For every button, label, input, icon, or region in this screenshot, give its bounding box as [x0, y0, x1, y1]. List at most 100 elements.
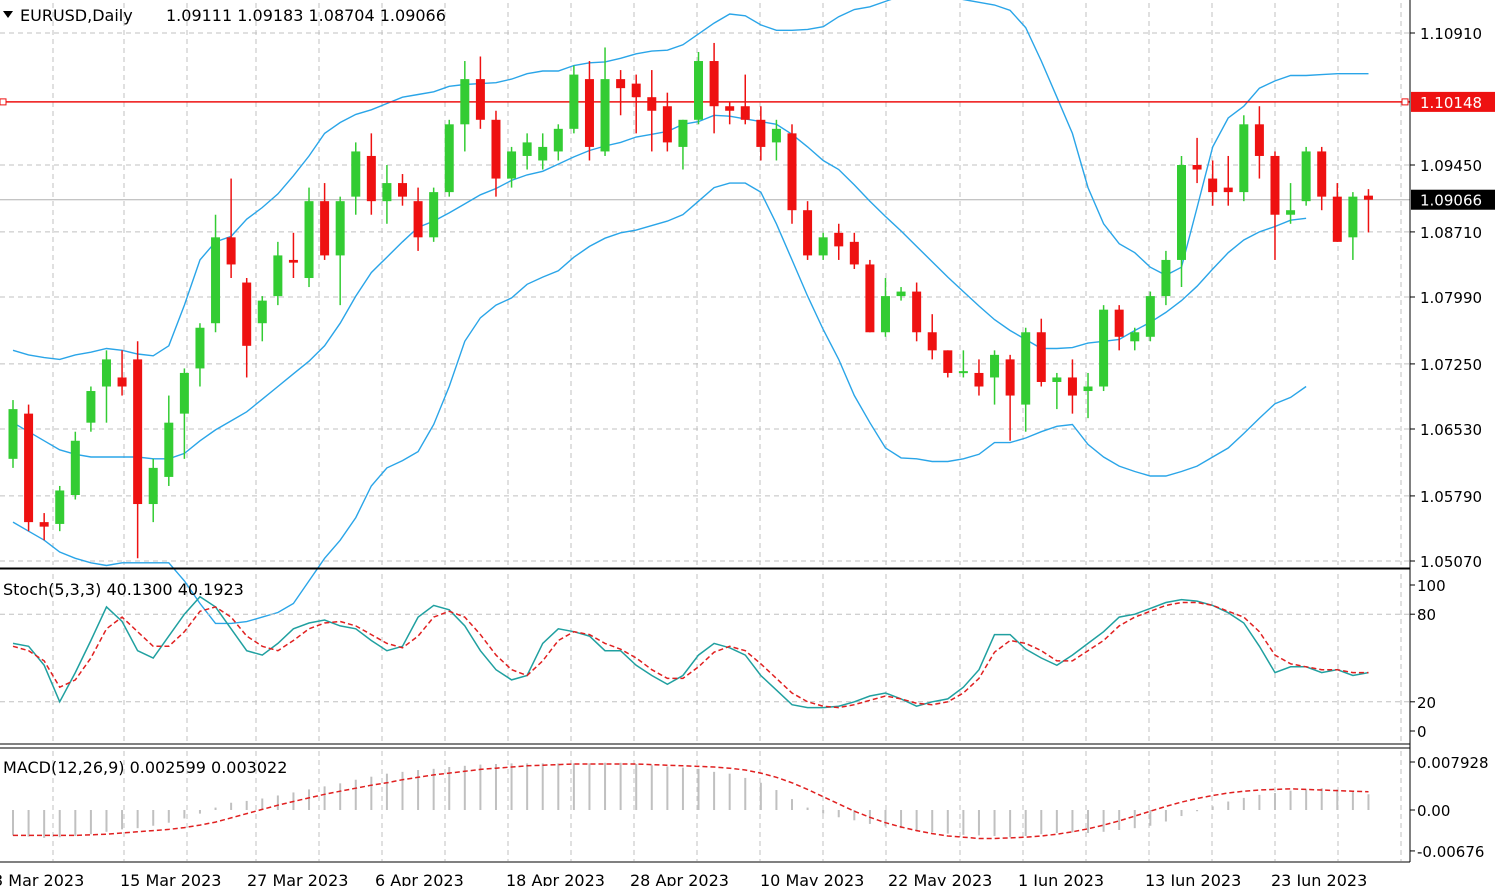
candle-body — [1239, 124, 1249, 193]
macd-tick-label: -0.00676 — [1417, 843, 1484, 861]
candle-body — [117, 377, 127, 387]
candle-body — [880, 296, 890, 333]
candle-body — [304, 201, 314, 279]
candle-body — [1270, 155, 1280, 215]
triangle-down-icon[interactable] — [3, 11, 13, 18]
chart-title: EURUSD,Daily — [20, 6, 133, 25]
candle-body — [896, 291, 906, 297]
candle-body — [725, 106, 735, 111]
candle-body — [1114, 309, 1124, 337]
candle-body — [1363, 195, 1373, 200]
candle-body — [631, 83, 641, 98]
candle-body — [553, 128, 563, 152]
time-tick-label: 10 May 2023 — [760, 871, 864, 886]
candle-body — [678, 119, 688, 147]
bollinger-middle-line — [12, 114, 1307, 460]
candle-body — [584, 79, 594, 147]
candle-body — [912, 291, 922, 333]
bollinger-bands — [12, 0, 1369, 625]
time-tick-label: 15 Mar 2023 — [120, 871, 221, 886]
candle-body — [1130, 332, 1140, 342]
stoch-tick-label: 80 — [1417, 606, 1436, 624]
stoch-main-line — [12, 595, 1369, 709]
price-tick-label: 1.05070 — [1420, 553, 1482, 571]
time-tick-label: 22 May 2023 — [888, 871, 992, 886]
candle-body — [460, 79, 470, 125]
price-tick-label: 1.09450 — [1420, 157, 1482, 175]
stochastic-panel: 100 80 20 0 — [0, 577, 1446, 741]
price-tick-label: 1.05790 — [1420, 488, 1482, 506]
candle-body — [569, 74, 579, 129]
time-axis: 3 Mar 2023 15 Mar 2023 27 Mar 2023 6 Apr 20… — [0, 871, 1367, 886]
candle-body — [740, 106, 750, 120]
candle-body — [195, 327, 205, 369]
time-tick-label: 27 Mar 2023 — [247, 871, 348, 886]
candle-body — [366, 155, 376, 202]
stoch-tick-label: 100 — [1417, 577, 1446, 595]
candle-body — [1036, 332, 1046, 382]
price-tick-label: 1.07990 — [1420, 289, 1482, 307]
candle-body — [538, 146, 548, 161]
candle-body — [1145, 296, 1155, 337]
candle-body — [1254, 124, 1264, 156]
price-axis: 1.10910 1.09450 1.08710 1.07990 1.07250 1.065… — [0, 0, 1495, 863]
candle-body — [491, 119, 501, 179]
candle-body — [600, 79, 610, 152]
time-tick-label: 18 Apr 2023 — [506, 871, 605, 886]
candle-body — [226, 237, 236, 265]
hline-price-tag — [1411, 91, 1495, 112]
candle-body — [273, 255, 283, 297]
stoch-title: Stoch(5,3,3) 40.1300 40.1923 — [3, 580, 244, 599]
candle-body — [1161, 259, 1171, 297]
horizontal-line[interactable]: 1.10148 — [0, 91, 1495, 112]
candle-body — [694, 61, 704, 120]
candle-body — [958, 371, 968, 374]
time-tick-label: 6 Apr 2023 — [375, 871, 464, 886]
candle-body — [1208, 178, 1218, 193]
candle-body — [803, 210, 813, 256]
hline-handle[interactable] — [1401, 98, 1409, 106]
candle-body — [1332, 196, 1342, 242]
current-price-label: 1.09066 — [1420, 192, 1482, 210]
candle-body — [662, 106, 672, 143]
candles — [8, 42, 1373, 559]
stoch-signal-line — [12, 601, 1369, 709]
hline-handle[interactable] — [0, 98, 7, 106]
candle-body — [101, 359, 111, 387]
candle-body — [1317, 151, 1327, 197]
candle-body — [288, 259, 298, 263]
candle-body — [943, 350, 953, 373]
candle-body — [990, 354, 1000, 378]
macd-signal-line — [13, 763, 1369, 840]
candle-body — [86, 391, 96, 423]
candle-body — [148, 467, 158, 505]
macd-tick-label: 0.007928 — [1417, 754, 1489, 772]
candle-body — [1286, 210, 1296, 215]
candle-body — [1099, 309, 1109, 387]
candle-body — [70, 440, 80, 495]
candle-body — [647, 97, 657, 111]
candle-body — [818, 237, 828, 256]
candle-body — [39, 522, 49, 527]
candle-body — [1052, 377, 1062, 382]
candle-body — [507, 151, 517, 179]
time-tick-label: 3 Mar 2023 — [0, 871, 84, 886]
candle-body — [55, 490, 65, 524]
candle-body — [1301, 151, 1311, 202]
candle-body — [1192, 165, 1202, 170]
macd-title: MACD(12,26,9) 0.002599 0.003022 — [3, 758, 287, 777]
candle-body — [320, 201, 330, 256]
candle-body — [133, 359, 143, 505]
price-tick-label: 1.07250 — [1420, 356, 1482, 374]
candle-body — [257, 300, 267, 324]
candle-body — [444, 124, 454, 193]
time-tick-label: 1 Jun 2023 — [1018, 871, 1104, 886]
candle-body — [865, 264, 875, 333]
candle-body — [834, 232, 844, 247]
candle-body — [429, 192, 439, 238]
price-tick-label: 1.08710 — [1420, 224, 1482, 242]
bollinger-lower-line — [12, 182, 1307, 625]
candle-body — [382, 183, 392, 202]
